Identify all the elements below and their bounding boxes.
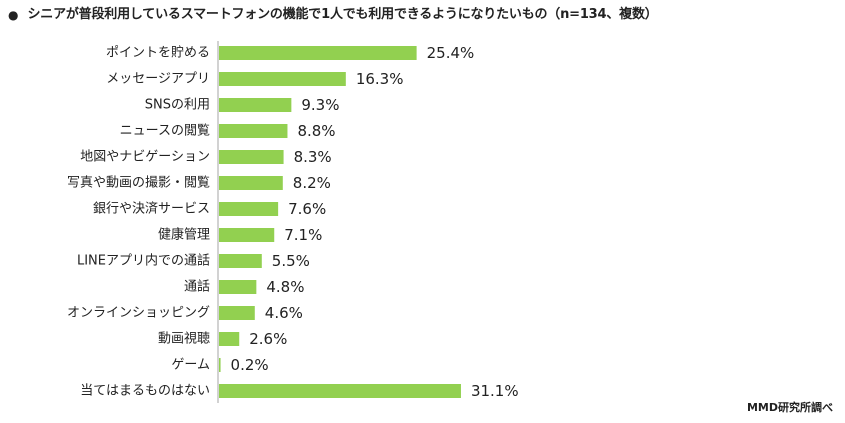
value-label: 4.6%	[265, 304, 303, 322]
bar	[219, 254, 262, 268]
category-label: SNSの利用	[145, 98, 210, 113]
value-label: 16.3%	[356, 70, 404, 88]
bar	[219, 306, 255, 320]
title-bullet: ●	[8, 8, 19, 22]
chart-title: シニアが普段利用しているスマートフォンの機能で1人でも利用できるようになりたいも…	[27, 7, 658, 22]
value-label: 31.1%	[471, 382, 519, 400]
category-label: 通話	[184, 279, 210, 295]
source-credit: MMD研究所調べ	[746, 401, 833, 414]
category-label: メッセージアプリ	[106, 72, 210, 87]
bar	[219, 384, 461, 398]
category-label: 動画視聴	[158, 332, 210, 347]
value-label: 8.2%	[293, 174, 331, 192]
bar	[219, 358, 221, 372]
chart-title-row: ● シニアが普段利用しているスマートフォンの機能で1人でも利用できるようになりた…	[8, 2, 658, 28]
category-label: ニュースの閲覧	[120, 123, 210, 139]
bar	[219, 280, 257, 294]
category-label: オンラインショッピング	[67, 306, 210, 321]
bar	[219, 332, 240, 346]
category-label: ゲーム	[171, 358, 210, 373]
value-label: 2.6%	[249, 330, 287, 348]
value-label: 7.6%	[288, 200, 326, 218]
value-label: 4.8%	[266, 278, 304, 296]
category-label: 健康管理	[158, 227, 210, 243]
category-label: 地図やナビゲーション	[80, 150, 210, 165]
bar	[219, 72, 346, 86]
category-label: LINEアプリ内での通話	[77, 253, 210, 269]
value-label: 9.3%	[301, 96, 339, 114]
bar	[219, 46, 417, 60]
category-label: 当てはまるものはない	[80, 384, 210, 399]
value-label: 5.5%	[272, 252, 310, 270]
bar	[219, 124, 288, 138]
value-label: 8.8%	[297, 122, 335, 140]
bar	[219, 228, 275, 242]
value-label: 8.3%	[294, 148, 332, 166]
bar	[219, 150, 284, 164]
value-label: 25.4%	[427, 44, 475, 62]
bar	[219, 98, 292, 112]
bar	[219, 202, 279, 216]
value-label: 7.1%	[284, 226, 322, 244]
category-label: 写真や動画の撮影・閲覧	[67, 175, 210, 191]
category-label: 銀行や決済サービス	[93, 201, 210, 217]
value-label: 0.2%	[231, 356, 269, 374]
bar	[219, 176, 283, 190]
category-label: ポイントを貯める	[106, 46, 210, 61]
